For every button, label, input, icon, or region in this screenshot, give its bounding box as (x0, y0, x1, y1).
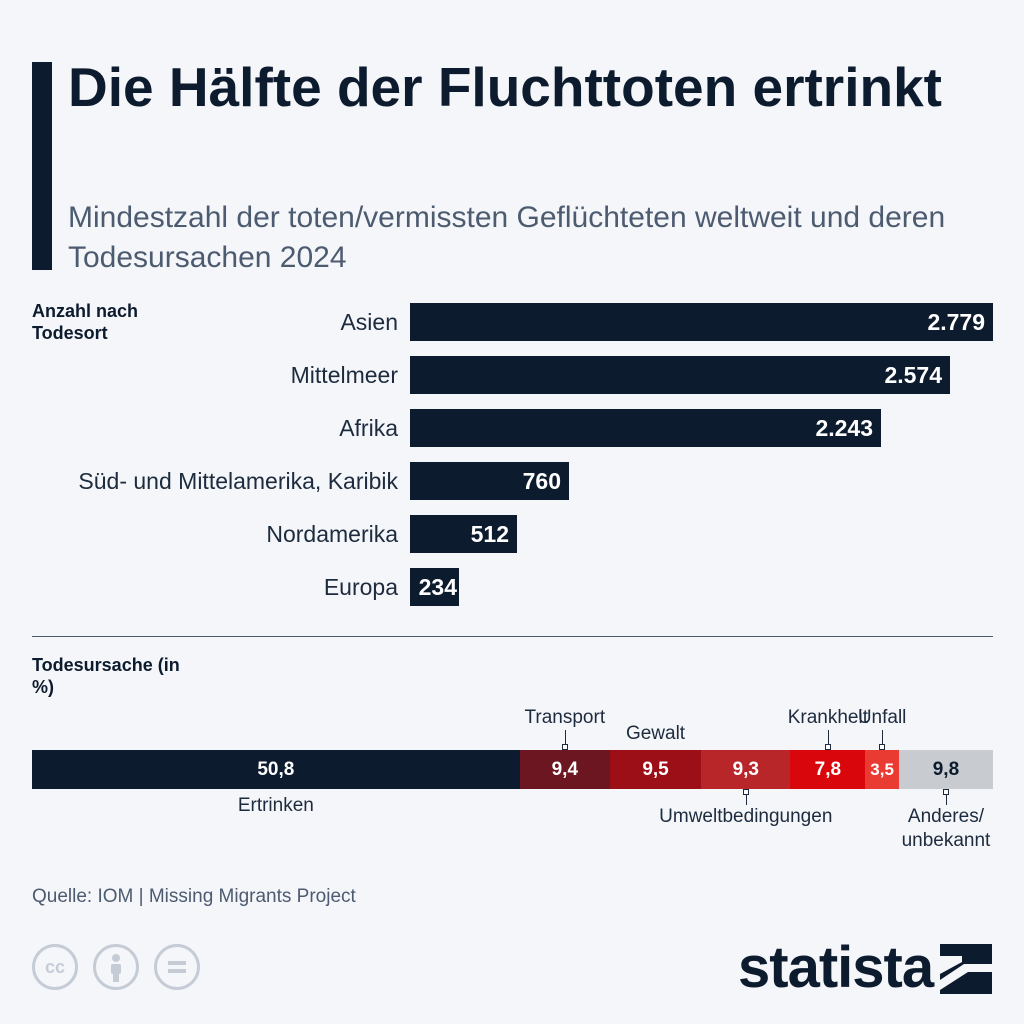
stack-segment: 9,5 (609, 750, 702, 789)
stack-segment: 7,8 (790, 750, 866, 789)
segment-value-label: 50,8 (257, 759, 295, 780)
stack-segment: 9,3 (701, 750, 791, 789)
bar-value-label: 2.779 (927, 309, 985, 335)
segment-value-label: 9,8 (932, 759, 960, 780)
cause-label: Gewalt (625, 723, 686, 744)
bar: 760 (410, 462, 569, 500)
segment-value-label: 9,3 (732, 759, 759, 780)
bar-value-label: 512 (470, 521, 509, 547)
bar-label: Europa (323, 574, 398, 600)
statista-wordmark: statista (738, 935, 934, 1000)
person-icon (93, 944, 139, 990)
bar-value-label: 2.574 (884, 362, 942, 388)
cause-label: Anderes/ unbekannt (901, 806, 991, 851)
bar-value-label: 234 (418, 574, 457, 600)
bar-value-label: 2.243 (815, 415, 873, 441)
cause-label: Umweltbedingungen (659, 806, 833, 827)
cause-label: Transport (524, 707, 606, 728)
leader-dot (879, 744, 886, 750)
statista-logo-icon (940, 944, 992, 994)
bar: 2.574 (410, 356, 950, 394)
segment-value-label: 9,5 (642, 759, 669, 780)
leader-dot (942, 789, 949, 795)
bar: 2.779 (410, 303, 993, 341)
cause-label: Krankheit (787, 707, 868, 728)
equals-icon (154, 944, 200, 990)
bar-label: Asien (340, 309, 398, 335)
section-label-location: Anzahl nach Todesort (32, 301, 139, 343)
leader-line (745, 795, 747, 805)
stack-segment: 3,5 (865, 750, 899, 789)
leader-line (945, 795, 947, 805)
chart-title: Die Hälfte der Fluchttoten ertrinkt (68, 56, 942, 118)
chart-subtitle: Mindestzahl der toten/vermissten Geflüch… (68, 201, 946, 274)
bar-label: Nordamerika (266, 521, 398, 547)
bar-label: Afrika (339, 415, 398, 441)
bar: 512 (410, 515, 517, 553)
section-label-cause: Todesursache (in %) (32, 655, 180, 697)
leader-dot (561, 744, 568, 750)
leader-dot (742, 789, 749, 795)
leader-line (827, 730, 829, 750)
title-accent-bar (32, 62, 52, 270)
stack-segment: 9,8 (898, 750, 993, 789)
leader-dot (824, 744, 831, 750)
segment-value-label: 9,4 (551, 759, 579, 780)
bar: 2.243 (410, 409, 881, 447)
leader-line (882, 730, 884, 750)
bar-value-label: 760 (522, 468, 561, 494)
cc-icon: cc (32, 944, 78, 990)
section-divider (32, 636, 993, 637)
stack-segment: 50,8 (32, 750, 520, 789)
cause-label: Ertrinken (237, 795, 314, 816)
bar-label: Süd- und Mittelamerika, Karibik (78, 468, 398, 494)
segment-value-label: 3,5 (870, 760, 894, 779)
bar-label: Mittelmeer (290, 362, 398, 388)
stack-segment: 9,4 (519, 750, 610, 789)
leader-line (564, 730, 566, 750)
bar: 234 (410, 568, 459, 606)
source-note: Quelle: IOM | Missing Migrants Project (32, 886, 356, 907)
segment-value-label: 7,8 (814, 759, 842, 780)
cause-label: Unfall (857, 707, 907, 728)
